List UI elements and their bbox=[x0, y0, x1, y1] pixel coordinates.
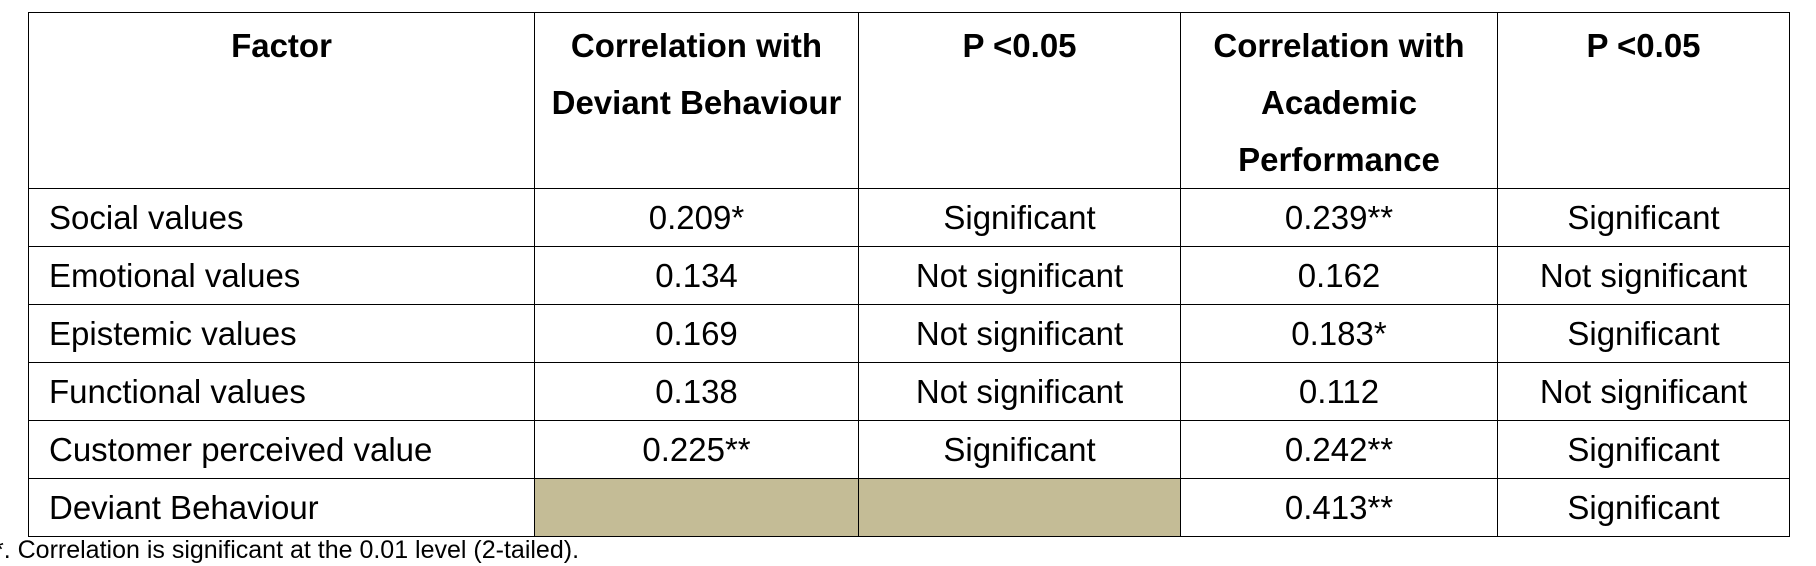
table-row: Social values 0.209* Significant 0.239** Sig… bbox=[28, 188, 1790, 247]
cell: 0.162 bbox=[1180, 246, 1498, 305]
cell: Not significant bbox=[1497, 246, 1790, 305]
cell: 0.138 bbox=[534, 362, 859, 421]
cell: 0.209* bbox=[534, 188, 859, 247]
cell: Significant bbox=[1497, 304, 1790, 363]
row-label: Emotional values bbox=[28, 246, 535, 305]
cell: Not significant bbox=[858, 246, 1181, 305]
header-cell: Factor bbox=[28, 12, 535, 189]
table-body: Social values 0.209* Significant 0.239** Sig… bbox=[28, 188, 1790, 537]
header-cell: P <0.05 bbox=[858, 12, 1181, 189]
footnote: *. Correlation is significant at the 0.0… bbox=[0, 536, 580, 564]
cell: 0.134 bbox=[534, 246, 859, 305]
header-cell: Correlation with Deviant Behaviour bbox=[534, 12, 859, 189]
cell: 0.169 bbox=[534, 304, 859, 363]
cell: Significant bbox=[1497, 478, 1790, 537]
empty-cell bbox=[858, 478, 1181, 537]
table-row: Functional values 0.138 Not significant 0.1… bbox=[28, 362, 1790, 421]
cell: 0.112 bbox=[1180, 362, 1498, 421]
table-row: Epistemic values 0.169 Not significant 0.18… bbox=[28, 304, 1790, 363]
header-row: Factor Correlation with Deviant Behaviour… bbox=[28, 12, 1790, 189]
cell: Not significant bbox=[858, 304, 1181, 363]
table-row: Customer perceived value 0.225** Significa… bbox=[28, 420, 1790, 479]
cell: Not significant bbox=[858, 362, 1181, 421]
cell: 0.242** bbox=[1180, 420, 1498, 479]
cell: 0.183* bbox=[1180, 304, 1498, 363]
correlation-table: Factor Correlation with Deviant Behaviour… bbox=[28, 12, 1790, 537]
row-label: Deviant Behaviour bbox=[28, 478, 535, 537]
header-cell: P <0.05 bbox=[1497, 12, 1790, 189]
row-label: Functional values bbox=[28, 362, 535, 421]
cell: Significant bbox=[1497, 420, 1790, 479]
cell: Significant bbox=[1497, 188, 1790, 247]
row-label: Social values bbox=[28, 188, 535, 247]
table-row: Deviant Behaviour 0.413** Significant bbox=[28, 478, 1790, 537]
cell: 0.413** bbox=[1180, 478, 1498, 537]
cell: 0.225** bbox=[534, 420, 859, 479]
header-cell: Correlation with Academic Performance bbox=[1180, 12, 1498, 189]
empty-cell bbox=[534, 478, 859, 537]
table-row: Emotional values 0.134 Not significant 0.16… bbox=[28, 246, 1790, 305]
cell: 0.239** bbox=[1180, 188, 1498, 247]
row-label: Customer perceived value bbox=[28, 420, 535, 479]
cell: Not significant bbox=[1497, 362, 1790, 421]
row-label: Epistemic values bbox=[28, 304, 535, 363]
cell: Significant bbox=[858, 420, 1181, 479]
cell: Significant bbox=[858, 188, 1181, 247]
